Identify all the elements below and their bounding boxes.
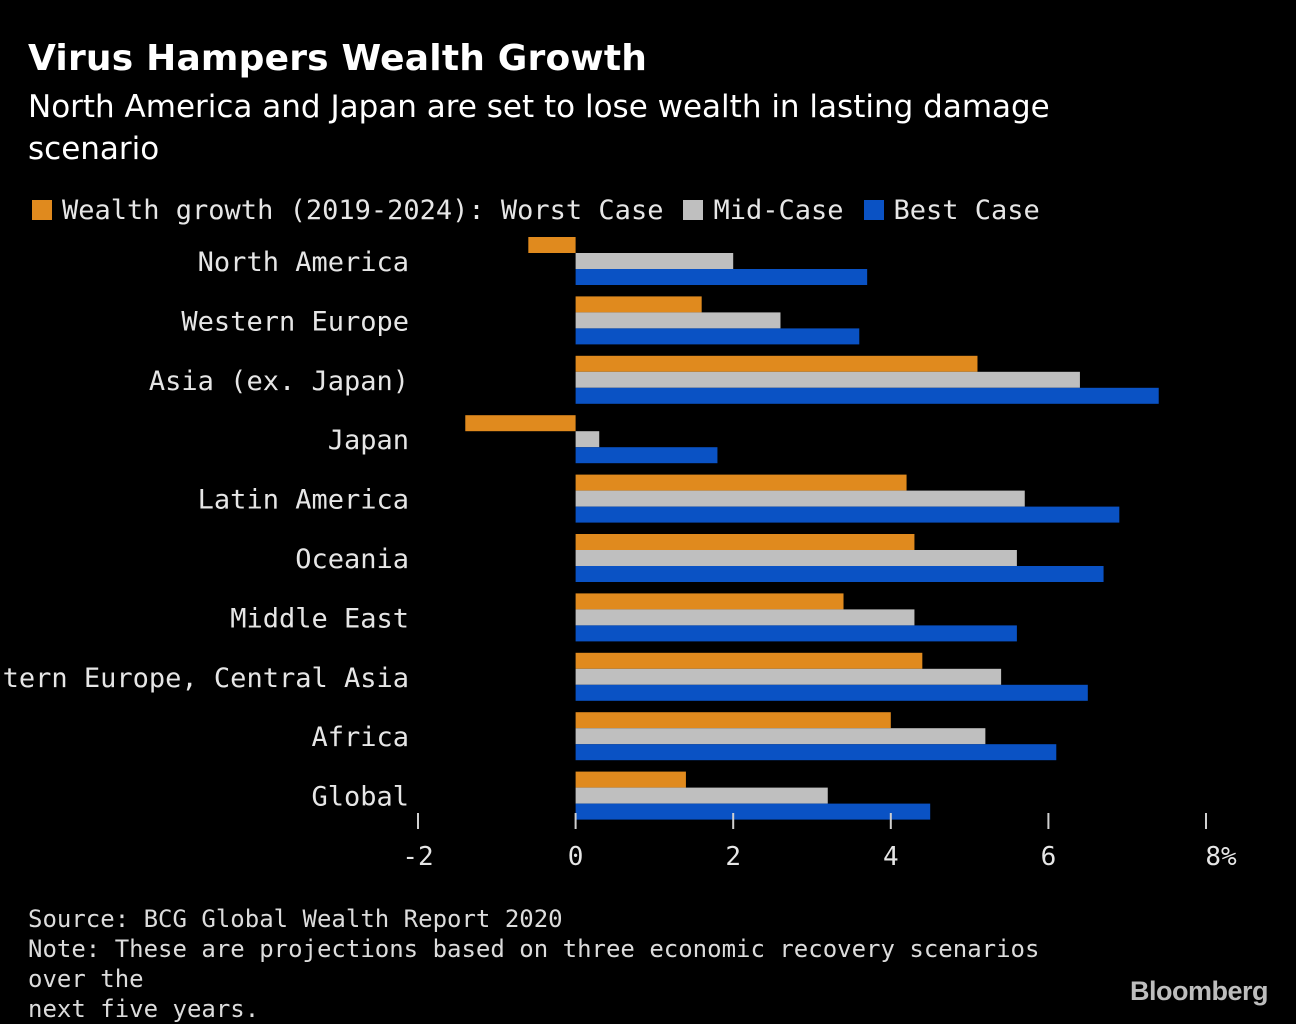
bar-oceania-mid-case [575, 550, 1017, 566]
legend: Wealth growth (2019-2024): Worst Case Mi… [32, 192, 1060, 228]
category-label-western-europe: Western Europe [181, 306, 409, 337]
source-note: Source: BCG Global Wealth Report 2020 [28, 905, 563, 933]
legend-item-best-case: Best Case [863, 194, 1040, 226]
category-label-middle-east: Middle East [230, 603, 409, 634]
category-label-global: Global [311, 782, 409, 813]
chart-subtitle: North America and Japan are set to lose … [28, 89, 1050, 167]
bar-middle-east-best-case [575, 625, 1017, 642]
legend-item-mid-case: Mid-Case [683, 194, 844, 226]
bar-latin-america-mid-case [575, 490, 1025, 507]
x-tick-label-1: 0 [568, 842, 584, 872]
bar-africa-mid-case [575, 728, 986, 745]
legend-label-best-case: Best Case [893, 194, 1040, 226]
category-label-oceania: Oceania [295, 544, 409, 575]
category-label-eastern-europe-central-asia: Eastern Europe, Central Asia [0, 663, 409, 694]
bar-north-america-mid-case [575, 253, 734, 269]
category-label-japan: Japan [328, 425, 409, 456]
bar-global-best-case [575, 803, 931, 820]
bar-latin-america-best-case [575, 506, 1120, 523]
legend-label-mid-case: Mid-Case [713, 194, 844, 226]
legend-label-worst-case: Wealth growth (2019-2024): Worst Case [62, 194, 664, 226]
bar-middle-east-mid-case [575, 609, 915, 626]
category-label-africa: Africa [311, 722, 409, 753]
category-label-latin-america: Latin America [198, 485, 409, 516]
bar-asia-ex-japan-best-case [575, 387, 1159, 404]
bar-north-america-worst-case [528, 237, 576, 253]
bar-north-america-best-case [575, 269, 868, 285]
x-tick-label-0: -2 [402, 842, 433, 872]
x-tick-label-3: 4 [883, 842, 899, 872]
bar-asia-ex-japan-mid-case [575, 371, 1080, 388]
x-tick-label-2: 2 [725, 842, 741, 872]
category-label-asia-ex-japan: Asia (ex. Japan) [149, 366, 409, 397]
legend-swatch-worst-case [32, 200, 52, 220]
legend-item-worst-case: Wealth growth (2019-2024): Worst Case [32, 195, 663, 226]
legend-swatch-mid-case [683, 200, 704, 220]
legend-swatch-best-case [863, 200, 884, 220]
bar-japan-best-case [575, 447, 718, 464]
category-label-north-america: North America [198, 247, 409, 278]
bar-oceania-worst-case [575, 534, 915, 550]
bar-global-mid-case [575, 787, 828, 804]
bar-western-europe-best-case [575, 328, 860, 345]
x-tick-label-4: 6 [1041, 842, 1057, 872]
projection-note-line-2: next five years. [28, 995, 260, 1023]
bar-japan-worst-case [465, 415, 576, 432]
bar-eastern-europe-central-asia-worst-case [575, 652, 923, 669]
bar-global-worst-case [575, 771, 686, 788]
bar-africa-best-case [575, 744, 1057, 761]
bar-africa-worst-case [575, 712, 891, 729]
bar-eastern-europe-central-asia-mid-case [575, 668, 1002, 685]
bar-western-europe-mid-case [575, 312, 781, 329]
bloomberg-logo: Bloomberg [1129, 976, 1269, 1006]
footer: Source: BCG Global Wealth Report 2020 No… [28, 904, 1088, 1024]
x-tick-label-5: 8% [1205, 842, 1237, 872]
bar-latin-america-worst-case [575, 474, 907, 491]
bar-middle-east-worst-case [575, 593, 844, 610]
chart-title: Virus Hampers Wealth Growth [28, 38, 648, 79]
bar-oceania-best-case [575, 566, 1104, 582]
projection-note-line-1: Note: These are projections based on thr… [28, 935, 1040, 993]
bar-western-europe-worst-case [575, 296, 702, 313]
bar-asia-ex-japan-worst-case [575, 355, 978, 372]
bar-eastern-europe-central-asia-best-case [575, 684, 1088, 701]
bar-japan-mid-case [575, 431, 600, 448]
